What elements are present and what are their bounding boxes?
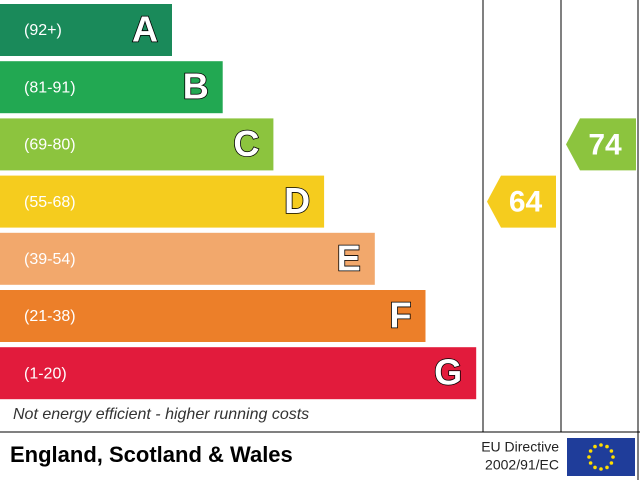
band-range: (81-91) — [24, 79, 76, 96]
band-letter: A — [132, 9, 158, 50]
bottom-note: Not energy efficient - higher running co… — [13, 406, 309, 423]
band-range: (69-80) — [24, 137, 76, 154]
directive-code: 2002/91/EC — [485, 457, 559, 473]
eu-star — [593, 444, 597, 449]
band-letter: B — [183, 66, 209, 107]
eu-star — [599, 467, 603, 471]
band-bar — [0, 118, 274, 171]
band-letter: E — [337, 237, 361, 278]
band-bar — [0, 175, 325, 228]
band-letter: G — [434, 352, 462, 393]
potential-arrow — [566, 118, 636, 171]
eu-star — [588, 449, 593, 453]
eu-star — [605, 465, 609, 470]
band-letter: D — [284, 180, 310, 221]
potential-value: 74 — [588, 128, 622, 161]
band-range: (55-68) — [24, 194, 76, 211]
eu-star — [611, 455, 615, 459]
eu-star — [609, 461, 614, 465]
band-letter: F — [390, 295, 412, 336]
directive: EU Directive — [481, 439, 559, 455]
eu-star — [599, 443, 603, 447]
band-range: (39-54) — [24, 251, 76, 268]
eu-star — [588, 461, 593, 465]
band-bar — [0, 290, 426, 342]
band-bar — [0, 232, 375, 285]
eu-star — [593, 465, 597, 470]
band-range: (21-38) — [24, 308, 76, 325]
eu-star — [587, 455, 591, 459]
band-letter: C — [233, 123, 259, 164]
eu-star — [605, 444, 609, 449]
region: England, Scotland & Wales — [10, 442, 293, 467]
current-value: 64 — [509, 186, 543, 219]
band-range: (92+) — [24, 22, 62, 39]
eu-star — [609, 449, 614, 453]
band-bar — [0, 61, 223, 114]
eu-stars — [587, 443, 615, 471]
current-arrow — [487, 175, 556, 228]
band-range: (1-20) — [24, 365, 67, 382]
band-bar — [0, 4, 172, 56]
band-bar — [0, 347, 477, 400]
